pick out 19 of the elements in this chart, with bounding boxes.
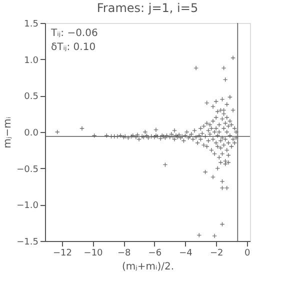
chart-title: Frames: j=1, i=5 bbox=[96, 1, 198, 15]
x-tick-label: −12 bbox=[52, 248, 72, 258]
y-axis-title: mⱼ−mᵢ bbox=[2, 116, 14, 148]
annotation: Tᵢⱼ: −0.06 bbox=[50, 28, 98, 39]
x-axis-title: (mⱼ+mᵢ)/2. bbox=[122, 262, 174, 272]
y-tick-label: −1.0 bbox=[16, 201, 39, 212]
y-tick-label: 0.5 bbox=[24, 92, 38, 102]
y-tick-label: 1.0 bbox=[24, 56, 39, 66]
x-tick-label: −6 bbox=[148, 248, 162, 258]
x-tick-label: −8 bbox=[117, 248, 132, 258]
y-tick-label: −0.5 bbox=[16, 164, 38, 175]
x-tick-label: −4 bbox=[179, 248, 193, 258]
x-tick-label: 0 bbox=[244, 248, 251, 258]
x-tick-label: −2 bbox=[210, 248, 224, 258]
y-tick-label: −1.5 bbox=[16, 238, 38, 248]
y-tick-label: 1.5 bbox=[24, 20, 38, 30]
annotation: δTᵢⱼ: 0.10 bbox=[51, 42, 96, 53]
y-tick-label: 0.0 bbox=[24, 128, 39, 138]
x-tick-label: −10 bbox=[84, 248, 104, 258]
